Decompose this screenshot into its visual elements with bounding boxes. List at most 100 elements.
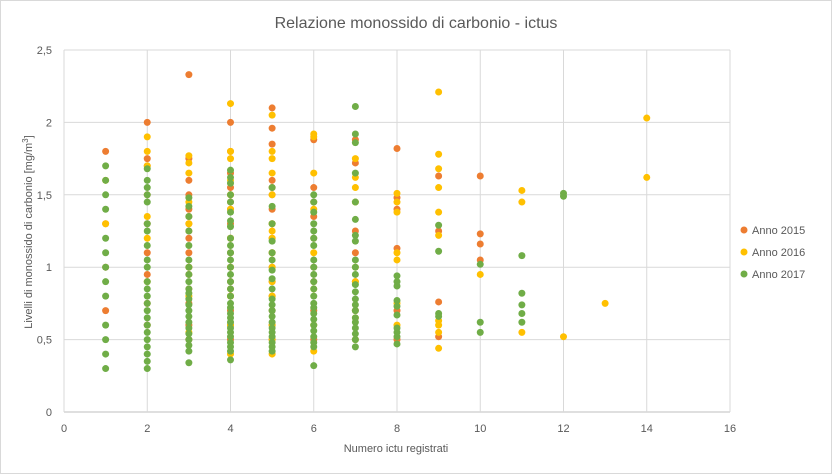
- data-point: [143, 191, 151, 199]
- data-point: [143, 314, 151, 322]
- data-point: [185, 270, 193, 278]
- data-point: [560, 333, 567, 341]
- data-point: [185, 234, 193, 242]
- data-point: [351, 281, 359, 289]
- data-point: [268, 169, 276, 177]
- data-point: [393, 282, 401, 290]
- data-point: [143, 350, 151, 358]
- data-point: [227, 166, 234, 174]
- data-point: [143, 133, 151, 141]
- data-point: [143, 328, 151, 336]
- data-point: [351, 130, 359, 138]
- data-point: [310, 285, 318, 293]
- x-tick-label: 6: [311, 423, 317, 435]
- data-point: [143, 357, 151, 365]
- data-point: [393, 208, 401, 216]
- data-point: [435, 165, 443, 173]
- data-point: [185, 312, 193, 320]
- data-point: [435, 344, 443, 352]
- data-point: [102, 234, 110, 242]
- data-point: [435, 208, 443, 216]
- data-point: [102, 278, 110, 286]
- data-point: [185, 318, 193, 326]
- data-point: [268, 285, 276, 293]
- data-point: [185, 169, 193, 177]
- x-tick-label: 0: [61, 423, 67, 435]
- data-point: [351, 237, 359, 245]
- series-3: [102, 102, 567, 373]
- data-point: [476, 328, 484, 336]
- data-point: [268, 237, 276, 245]
- data-point: [185, 295, 193, 303]
- data-point: [227, 118, 234, 126]
- data-point: [185, 278, 193, 286]
- x-tick-label: 10: [474, 423, 486, 435]
- data-point: [268, 111, 276, 119]
- data-point: [393, 189, 401, 197]
- data-point: [310, 241, 318, 249]
- data-point: [143, 263, 151, 271]
- data-point: [227, 179, 234, 187]
- data-point: [476, 240, 484, 248]
- data-point: [310, 310, 318, 318]
- data-point: [185, 336, 193, 344]
- data-point: [227, 278, 234, 286]
- data-point: [185, 220, 193, 228]
- data-point: [393, 144, 401, 152]
- data-point: [268, 318, 276, 326]
- x-tick-label: 2: [144, 423, 150, 435]
- data-point: [435, 231, 443, 239]
- data-point: [268, 191, 276, 199]
- data-point: [310, 234, 318, 242]
- y-axis-label-main: Livelli di monossido di carbonio [mg/m: [23, 143, 35, 329]
- data-point: [268, 176, 276, 184]
- data-point: [351, 324, 359, 332]
- data-point: [310, 191, 318, 199]
- data-point: [185, 152, 193, 160]
- y-axis-label-sup: 3: [21, 138, 30, 143]
- data-point: [518, 252, 526, 260]
- data-point: [310, 270, 318, 278]
- data-point: [310, 343, 318, 351]
- data-point: [393, 249, 401, 257]
- data-point: [310, 133, 318, 141]
- data-point: [143, 292, 151, 300]
- gridlines: [63, 49, 731, 413]
- data-point: [310, 220, 318, 228]
- data-point: [518, 310, 526, 318]
- data-point: [227, 147, 234, 155]
- data-point: [518, 186, 526, 194]
- x-tick-label: 16: [724, 423, 736, 435]
- data-point: [143, 241, 151, 249]
- data-point: [310, 198, 318, 206]
- data-point: [227, 249, 234, 257]
- data-point: [143, 234, 151, 242]
- data-point: [185, 324, 193, 332]
- data-point: [435, 328, 443, 336]
- data-point: [227, 256, 234, 264]
- data-point: [227, 270, 234, 278]
- data-point: [268, 347, 276, 355]
- data-point: [435, 247, 443, 255]
- data-point: [435, 312, 443, 320]
- data-point: [102, 336, 110, 344]
- data-point: [227, 356, 234, 364]
- data-point: [227, 304, 234, 312]
- data-point: [351, 301, 359, 309]
- data-point: [143, 343, 151, 351]
- data-point: [268, 147, 276, 155]
- data-point: [185, 301, 193, 309]
- data-point: [435, 150, 443, 158]
- data-point: [351, 184, 359, 192]
- data-point: [518, 318, 526, 326]
- data-point: [227, 292, 234, 300]
- data-point: [393, 272, 401, 280]
- data-point: [351, 263, 359, 271]
- data-point: [518, 289, 526, 297]
- legend-label: Anno 2016: [752, 247, 805, 259]
- data-point: [185, 341, 193, 349]
- legend-item: Anno 2015: [740, 225, 805, 237]
- data-point: [227, 241, 234, 249]
- data-point: [643, 173, 651, 181]
- data-point: [102, 176, 110, 184]
